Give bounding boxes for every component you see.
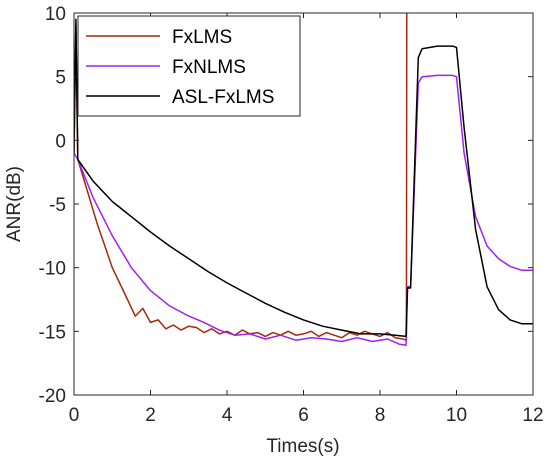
y-tick-label: -15 (39, 322, 66, 343)
legend-label-fxlms: FxLMS (172, 27, 232, 48)
y-tick-label: -10 (39, 259, 66, 280)
x-tick-label: 8 (375, 405, 386, 426)
series-line-fxlms (74, 13, 408, 341)
x-tick-label: 4 (222, 405, 233, 426)
y-tick-label: -5 (49, 195, 66, 216)
x-tick-label: 6 (298, 405, 309, 426)
legend: FxLMS FxNLMS ASL-FxLMS (77, 15, 301, 117)
y-tick-label: -20 (39, 386, 66, 407)
y-axis-label: ANR(dB) (4, 166, 25, 242)
x-tick-label: 12 (522, 405, 543, 426)
y-tick-label: 5 (55, 68, 66, 89)
x-axis-label: Times(s) (266, 436, 339, 457)
y-tick-label: 0 (55, 131, 66, 152)
x-tick-label: 10 (446, 405, 467, 426)
x-tick-label: 0 (69, 405, 80, 426)
y-tick-label: 10 (45, 4, 66, 25)
series-layer (74, 13, 533, 347)
legend-label-asl-fxlms: ASL-FxLMS (172, 87, 274, 108)
series-line-fxnlms (74, 74, 533, 347)
legend-label-fxnlms: FxNLMS (172, 57, 246, 78)
tick-layer: 0 2 4 6 8 10 12 10 5 0 -5 -10 -15 -20 (39, 4, 544, 426)
series-line-asl-fxlms (74, 18, 533, 338)
x-tick-label: 2 (145, 405, 156, 426)
